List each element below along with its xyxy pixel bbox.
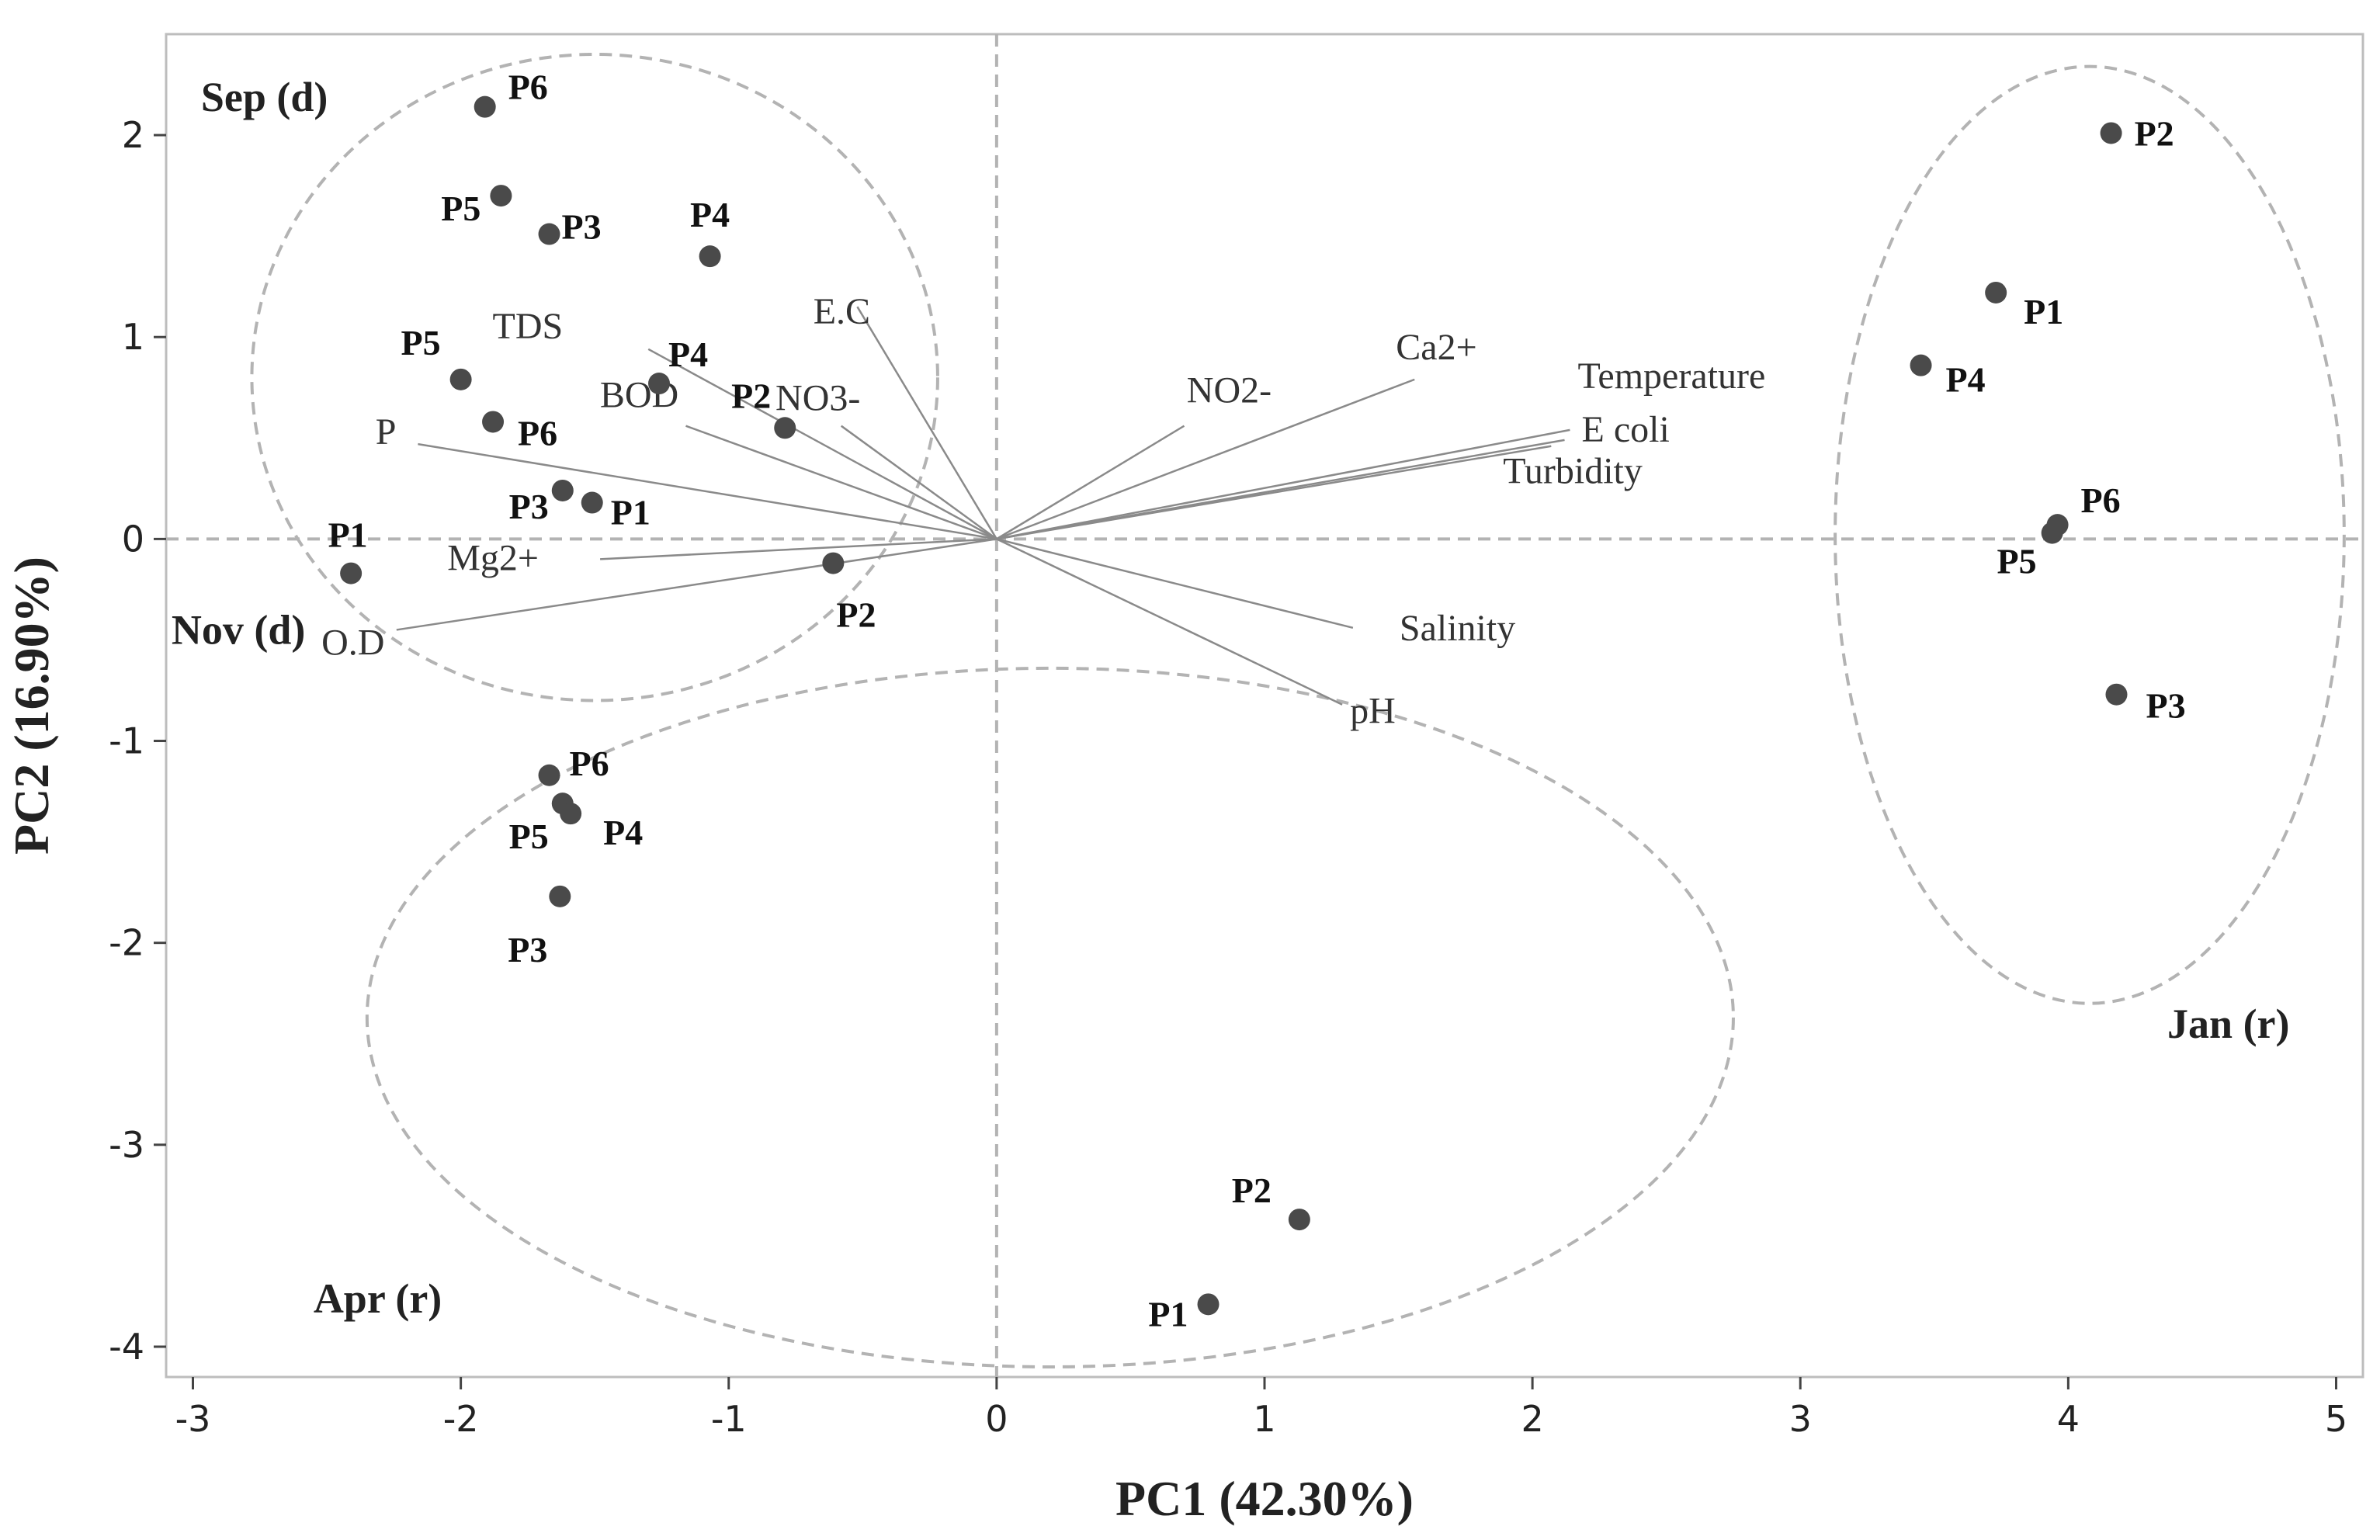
data-point — [560, 803, 582, 825]
data-point — [1197, 1293, 1219, 1316]
loading-vector — [647, 348, 997, 540]
loading-vector — [840, 425, 997, 540]
data-point — [648, 373, 671, 395]
data-point — [1910, 354, 1932, 376]
data-point — [699, 245, 721, 268]
loading-label: E coli — [1582, 409, 1670, 450]
loading-label: Turbidity — [1503, 451, 1643, 492]
y-tick-label: 0 — [122, 518, 144, 560]
data-point-label: P4 — [668, 335, 708, 374]
data-point — [549, 885, 571, 907]
x-tick-label: -2 — [443, 1398, 479, 1440]
group-label: Jan (r) — [2167, 1001, 2289, 1047]
data-point — [1985, 281, 2007, 303]
data-point-label: P2 — [2135, 113, 2174, 153]
data-point — [2105, 683, 2128, 706]
data-point — [340, 562, 363, 584]
data-point-label: P6 — [2081, 480, 2121, 520]
data-point — [538, 223, 560, 245]
y-tick-label: -3 — [109, 1124, 144, 1166]
data-point-label: P1 — [2024, 292, 2063, 331]
data-point-label: P3 — [2146, 686, 2185, 726]
data-point-label: P3 — [509, 487, 549, 526]
data-point-label: P5 — [1997, 542, 2037, 581]
data-point — [2100, 122, 2122, 144]
group-ellipse — [1834, 64, 2346, 1005]
loading-label: NO3- — [775, 378, 860, 419]
loading-vector — [856, 306, 997, 540]
data-point — [822, 552, 845, 574]
loading-vector — [996, 425, 1185, 540]
loading-vector — [996, 445, 1552, 540]
x-tick-label: 1 — [1253, 1398, 1275, 1440]
data-point-label: P6 — [518, 413, 557, 453]
loading-label: E.C — [814, 291, 870, 332]
loading-label: NO2- — [1187, 370, 1272, 411]
x-tick-label: 2 — [1521, 1398, 1543, 1440]
loading-vector — [685, 425, 997, 540]
x-tick-label: 0 — [985, 1398, 1008, 1440]
data-point-label: P5 — [441, 189, 481, 228]
data-point — [449, 368, 472, 390]
loading-label: TDS — [493, 306, 564, 347]
x-axis-title: PC1 (42.30%) — [1115, 1471, 1414, 1526]
data-point-label: P4 — [1946, 360, 1986, 400]
data-point — [1288, 1209, 1310, 1231]
data-point — [482, 411, 505, 433]
loading-vector — [418, 442, 997, 540]
loading-label: Salinity — [1400, 608, 1515, 649]
data-point — [774, 417, 796, 439]
y-axis-title: PC2 (16.90%) — [4, 557, 59, 855]
x-tick-label: 3 — [1789, 1398, 1812, 1440]
y-tick-label: -1 — [109, 720, 144, 762]
group-label: Sep (d) — [201, 74, 328, 120]
group-ellipse — [365, 666, 1735, 1368]
group-label: Nov (d) — [172, 607, 306, 654]
data-point — [2041, 522, 2063, 544]
x-tick-label: -3 — [175, 1398, 211, 1440]
data-point-label: P6 — [508, 68, 548, 107]
loading-vector — [996, 428, 1570, 540]
loading-label: P — [376, 411, 397, 453]
data-point-label: P5 — [509, 817, 549, 856]
y-tick-label: 2 — [122, 114, 144, 156]
loading-label: Temperature — [1577, 356, 1765, 397]
data-point — [581, 491, 603, 514]
loading-label: Ca2+ — [1396, 327, 1476, 368]
x-tick-label: 5 — [2325, 1398, 2347, 1440]
data-point-label: P3 — [508, 930, 547, 969]
y-tick-label: -2 — [109, 922, 144, 964]
data-point — [538, 764, 560, 786]
data-point — [474, 95, 496, 118]
loading-vector — [996, 538, 1343, 706]
data-point — [490, 185, 512, 207]
data-point-label: P5 — [401, 323, 441, 362]
loading-vector — [600, 538, 997, 560]
data-point-label: P2 — [1232, 1171, 1272, 1210]
y-tick-label: -4 — [109, 1326, 144, 1368]
data-point-label: P4 — [603, 813, 643, 852]
loading-vector — [396, 538, 997, 631]
data-point-label: P2 — [731, 376, 771, 415]
loading-label: pH — [1350, 691, 1396, 732]
loading-label: Mg2+ — [447, 537, 539, 578]
data-point-label: P1 — [328, 515, 368, 555]
y-tick-label: 1 — [122, 316, 144, 358]
data-point-label: P4 — [690, 195, 730, 234]
loading-label: O.D — [321, 622, 384, 663]
loading-vector — [996, 378, 1415, 540]
group-label: Apr (r) — [314, 1275, 442, 1322]
data-point — [551, 479, 574, 501]
x-tick-label: 4 — [2057, 1398, 2080, 1440]
data-point-label: P6 — [570, 744, 609, 783]
x-tick-label: -1 — [711, 1398, 747, 1440]
group-ellipse — [250, 53, 939, 702]
data-point-label: P3 — [562, 207, 602, 247]
data-point-label: P2 — [836, 595, 876, 635]
data-point-label: P1 — [611, 493, 651, 532]
loading-vector — [996, 538, 1354, 630]
data-point-label: P1 — [1148, 1294, 1188, 1334]
